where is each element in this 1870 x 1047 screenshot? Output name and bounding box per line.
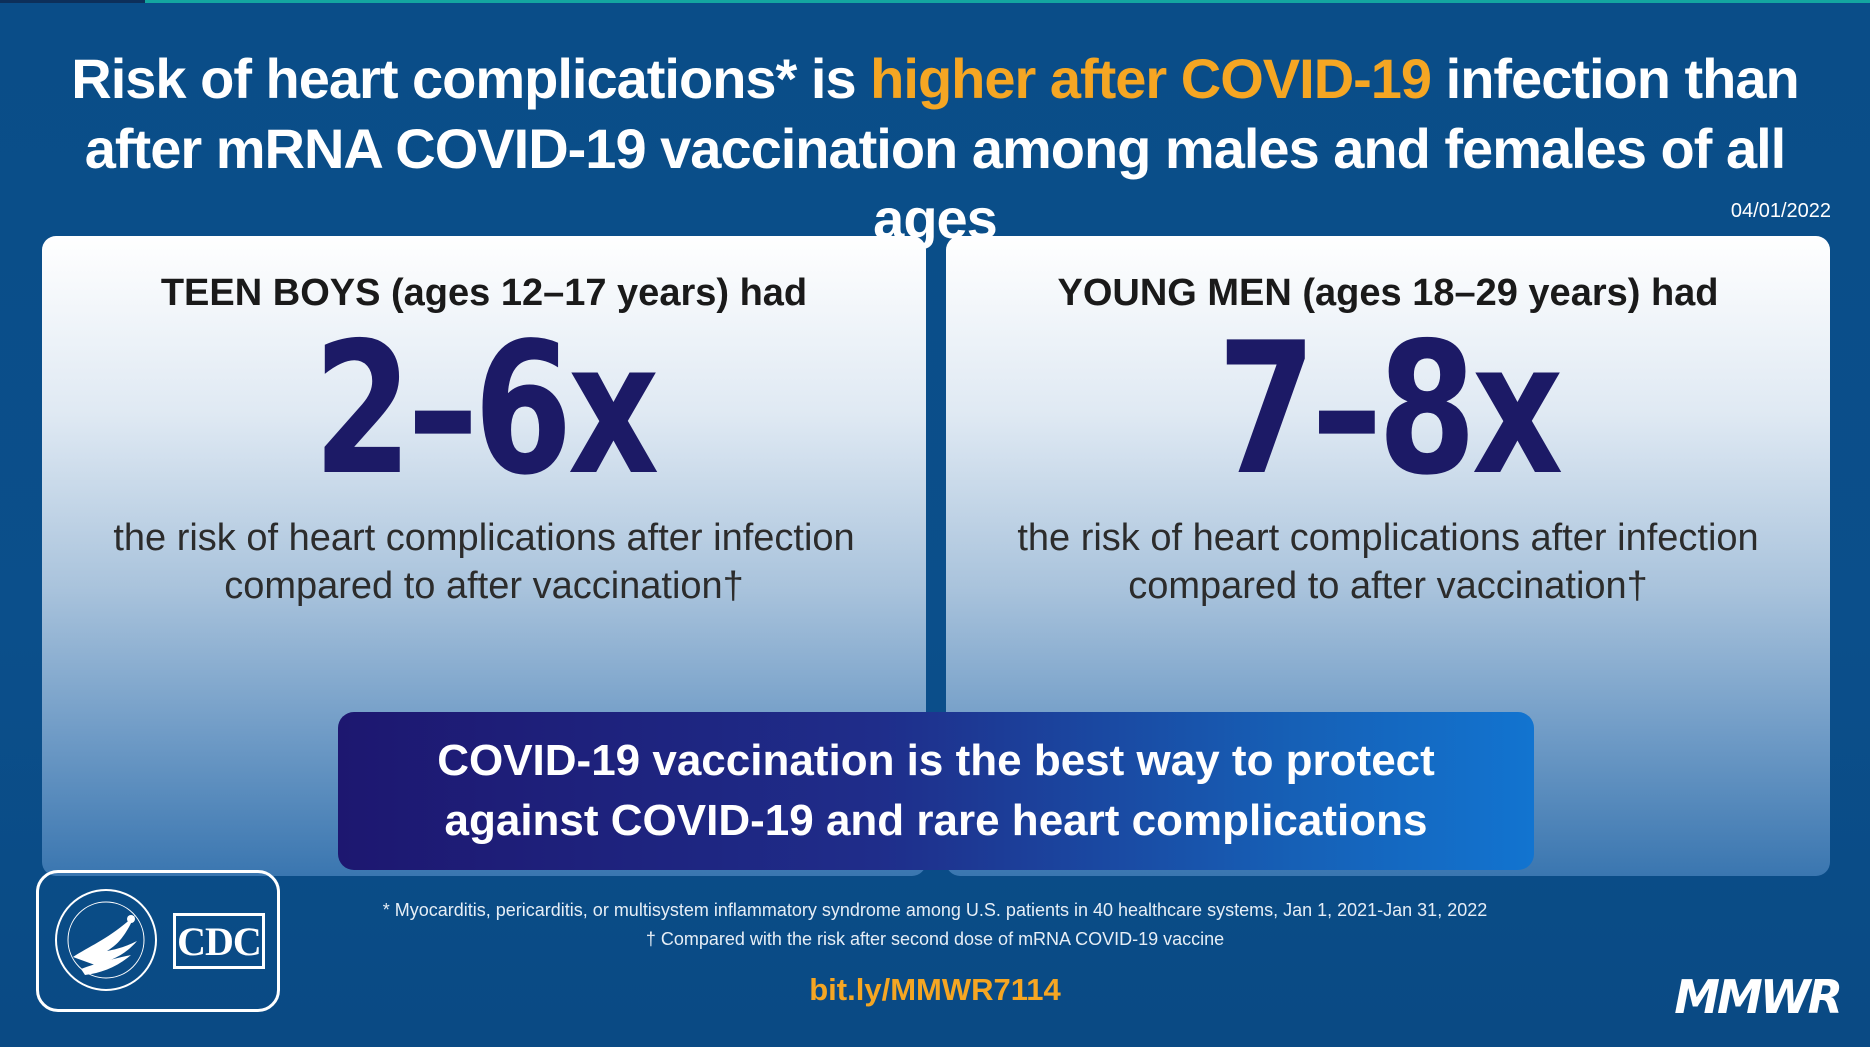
footnote-dagger: † Compared with the risk after second do… xyxy=(645,929,1225,949)
publication-date: 04/01/2022 xyxy=(1730,200,1831,222)
risk-multiplier: 2–6x xyxy=(313,303,659,515)
panel-title: YOUNG MEN (ages 18–29 years) had xyxy=(1057,272,1719,314)
hhs-eagle-seal-icon xyxy=(55,889,157,991)
cdc-logo-text: CDC xyxy=(177,918,262,964)
headline: Risk of heart complications* is higher a… xyxy=(40,44,1830,254)
banner-text: COVID-19 vaccination is the best way to … xyxy=(437,736,1435,845)
risk-multiplier: 7–8x xyxy=(1217,303,1563,515)
headline-highlight: higher after COVID-19 xyxy=(870,47,1432,110)
top-accent-bar-teal xyxy=(145,0,1870,3)
headline-part-2: infection than after mRNA COVID-19 vacci… xyxy=(84,47,1800,250)
panel-title: TEEN BOYS (ages 12–17 years) had xyxy=(160,272,808,314)
mmwr-logo: MMWR xyxy=(1674,970,1843,1024)
footnotes: * Myocarditis, pericarditis, or multisys… xyxy=(300,896,1570,954)
panel-description: the risk of heart complications after in… xyxy=(1017,517,1759,607)
headline-part-1: Risk of heart complications* is xyxy=(71,47,871,110)
hhs-cdc-logo: CDC xyxy=(36,870,280,1012)
panel-description: the risk of heart complications after in… xyxy=(113,517,855,607)
footnote-asterisk: * Myocarditis, pericarditis, or multisys… xyxy=(382,900,1488,920)
cdc-logo: CDC xyxy=(173,913,265,969)
top-accent-bar-dark xyxy=(0,0,145,3)
short-link[interactable]: bit.ly/MMWR7114 xyxy=(809,972,1061,1007)
vaccination-message-banner: COVID-19 vaccination is the best way to … xyxy=(338,712,1534,870)
